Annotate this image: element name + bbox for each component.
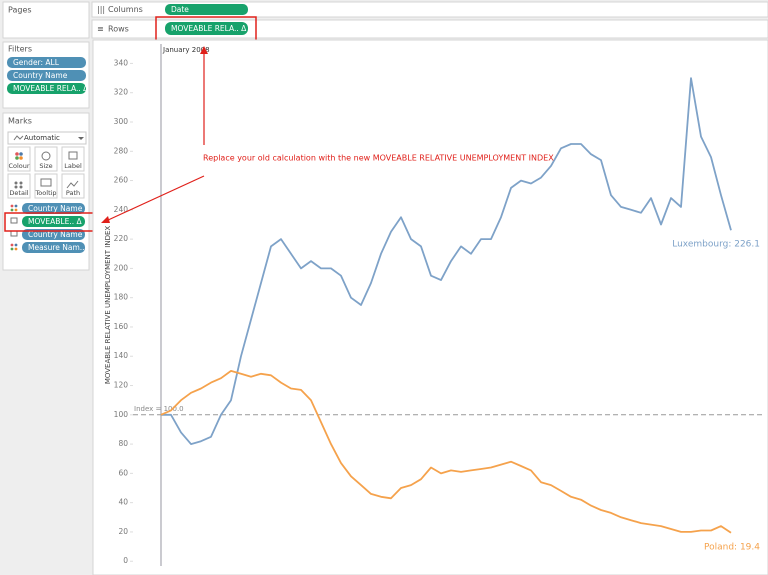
chart-area [92, 39, 768, 575]
button-label: Path [66, 189, 80, 197]
reference-label: Index = 100.0 [134, 405, 184, 413]
rows-pill[interactable] [165, 22, 248, 35]
marks-title: Marks [8, 117, 32, 126]
callout-text: Replace your old calculation with the ne… [203, 154, 554, 163]
y-tick-label: 140 [114, 351, 129, 360]
columns-label: Columns [108, 5, 143, 14]
y-tick-label: 220 [114, 234, 129, 243]
y-tick-label: 0 [123, 556, 128, 565]
shelf-icon: ||| [97, 5, 105, 14]
y-tick-label: 180 [114, 293, 129, 302]
callout-arrows [101, 46, 208, 223]
field-pill-text: Measure Nam.. [28, 243, 85, 252]
field-pill-text: Country Name [28, 204, 83, 213]
y-tick-label: 240 [114, 205, 129, 214]
y-tick-label: 200 [114, 263, 129, 272]
y-tick-label: 20 [118, 527, 128, 536]
mark-type-dropdown[interactable] [7, 131, 87, 145]
annotation: January 2008 [162, 46, 210, 54]
field-pill-text: MOVEABLE.. Δ [28, 217, 82, 226]
detail-button[interactable] [7, 173, 31, 199]
y-tick-label: 300 [114, 117, 129, 126]
pages-title: Pages [8, 6, 32, 15]
y-tick-label: 340 [114, 58, 129, 67]
y-axis-title: MOVEABLE RELATIVE UNEMPLOYMENT INDEX [104, 226, 112, 385]
rows-shelf [91, 19, 768, 39]
path-button[interactable] [61, 173, 85, 199]
colour-button[interactable] [7, 146, 31, 172]
mark-type: Automatic [24, 134, 60, 142]
button-label: Colour [8, 162, 29, 170]
filter-pill[interactable] [7, 70, 86, 81]
y-tick-label: 60 [118, 468, 128, 477]
dropdown-arrow [78, 137, 84, 140]
size-button[interactable] [34, 146, 58, 172]
button-label: Label [64, 162, 82, 170]
field-pill[interactable] [22, 216, 85, 227]
filter-pill-text: Country Name [13, 71, 68, 80]
end-label: Poland: 19.4 [704, 542, 760, 552]
filter-pill-text: MOVEABLE RELA.. Δ [13, 84, 89, 93]
y-tick-label: 120 [114, 381, 129, 390]
rows-pill-text: MOVEABLE RELA.. Δ [171, 24, 247, 33]
line-icon [13, 135, 24, 141]
columns-shelf [91, 1, 768, 18]
y-tick-label: 260 [114, 176, 129, 185]
pages-panel [2, 1, 90, 39]
y-tick-label: 320 [114, 88, 129, 97]
end-label: Luxembourg: 226.1 [672, 240, 760, 250]
y-tick-label: 100 [114, 410, 129, 419]
button-label: Size [39, 162, 52, 170]
button-icons [14, 151, 79, 189]
button-label: Tooltip [34, 189, 56, 197]
series-line [161, 77, 732, 445]
chart: MOVEABLE RELATIVE UNEMPLOYMENT INDEX 0 20 4… [104, 44, 762, 566]
columns-pill-text: Date [171, 5, 189, 14]
filter-pill-text: Gender: ALL [13, 58, 60, 67]
y-tick-label: 40 [118, 498, 128, 507]
filter-pill[interactable] [7, 83, 86, 94]
shelf-icon: ≡ [97, 25, 104, 34]
field-pill-text: Country Name [28, 230, 83, 239]
filter-pill[interactable] [7, 57, 86, 68]
filters-title: Filters [8, 45, 32, 54]
y-tick-label: 80 [118, 439, 128, 448]
y-tick-label: 160 [114, 322, 129, 331]
button-label: Detail [9, 189, 28, 197]
y-tick-label: 280 [114, 146, 129, 155]
field-pill[interactable] [22, 203, 85, 214]
field-pill[interactable] [22, 242, 85, 253]
rows-label: Rows [108, 25, 129, 34]
columns-pill[interactable] [165, 4, 248, 15]
series-line [160, 370, 732, 534]
